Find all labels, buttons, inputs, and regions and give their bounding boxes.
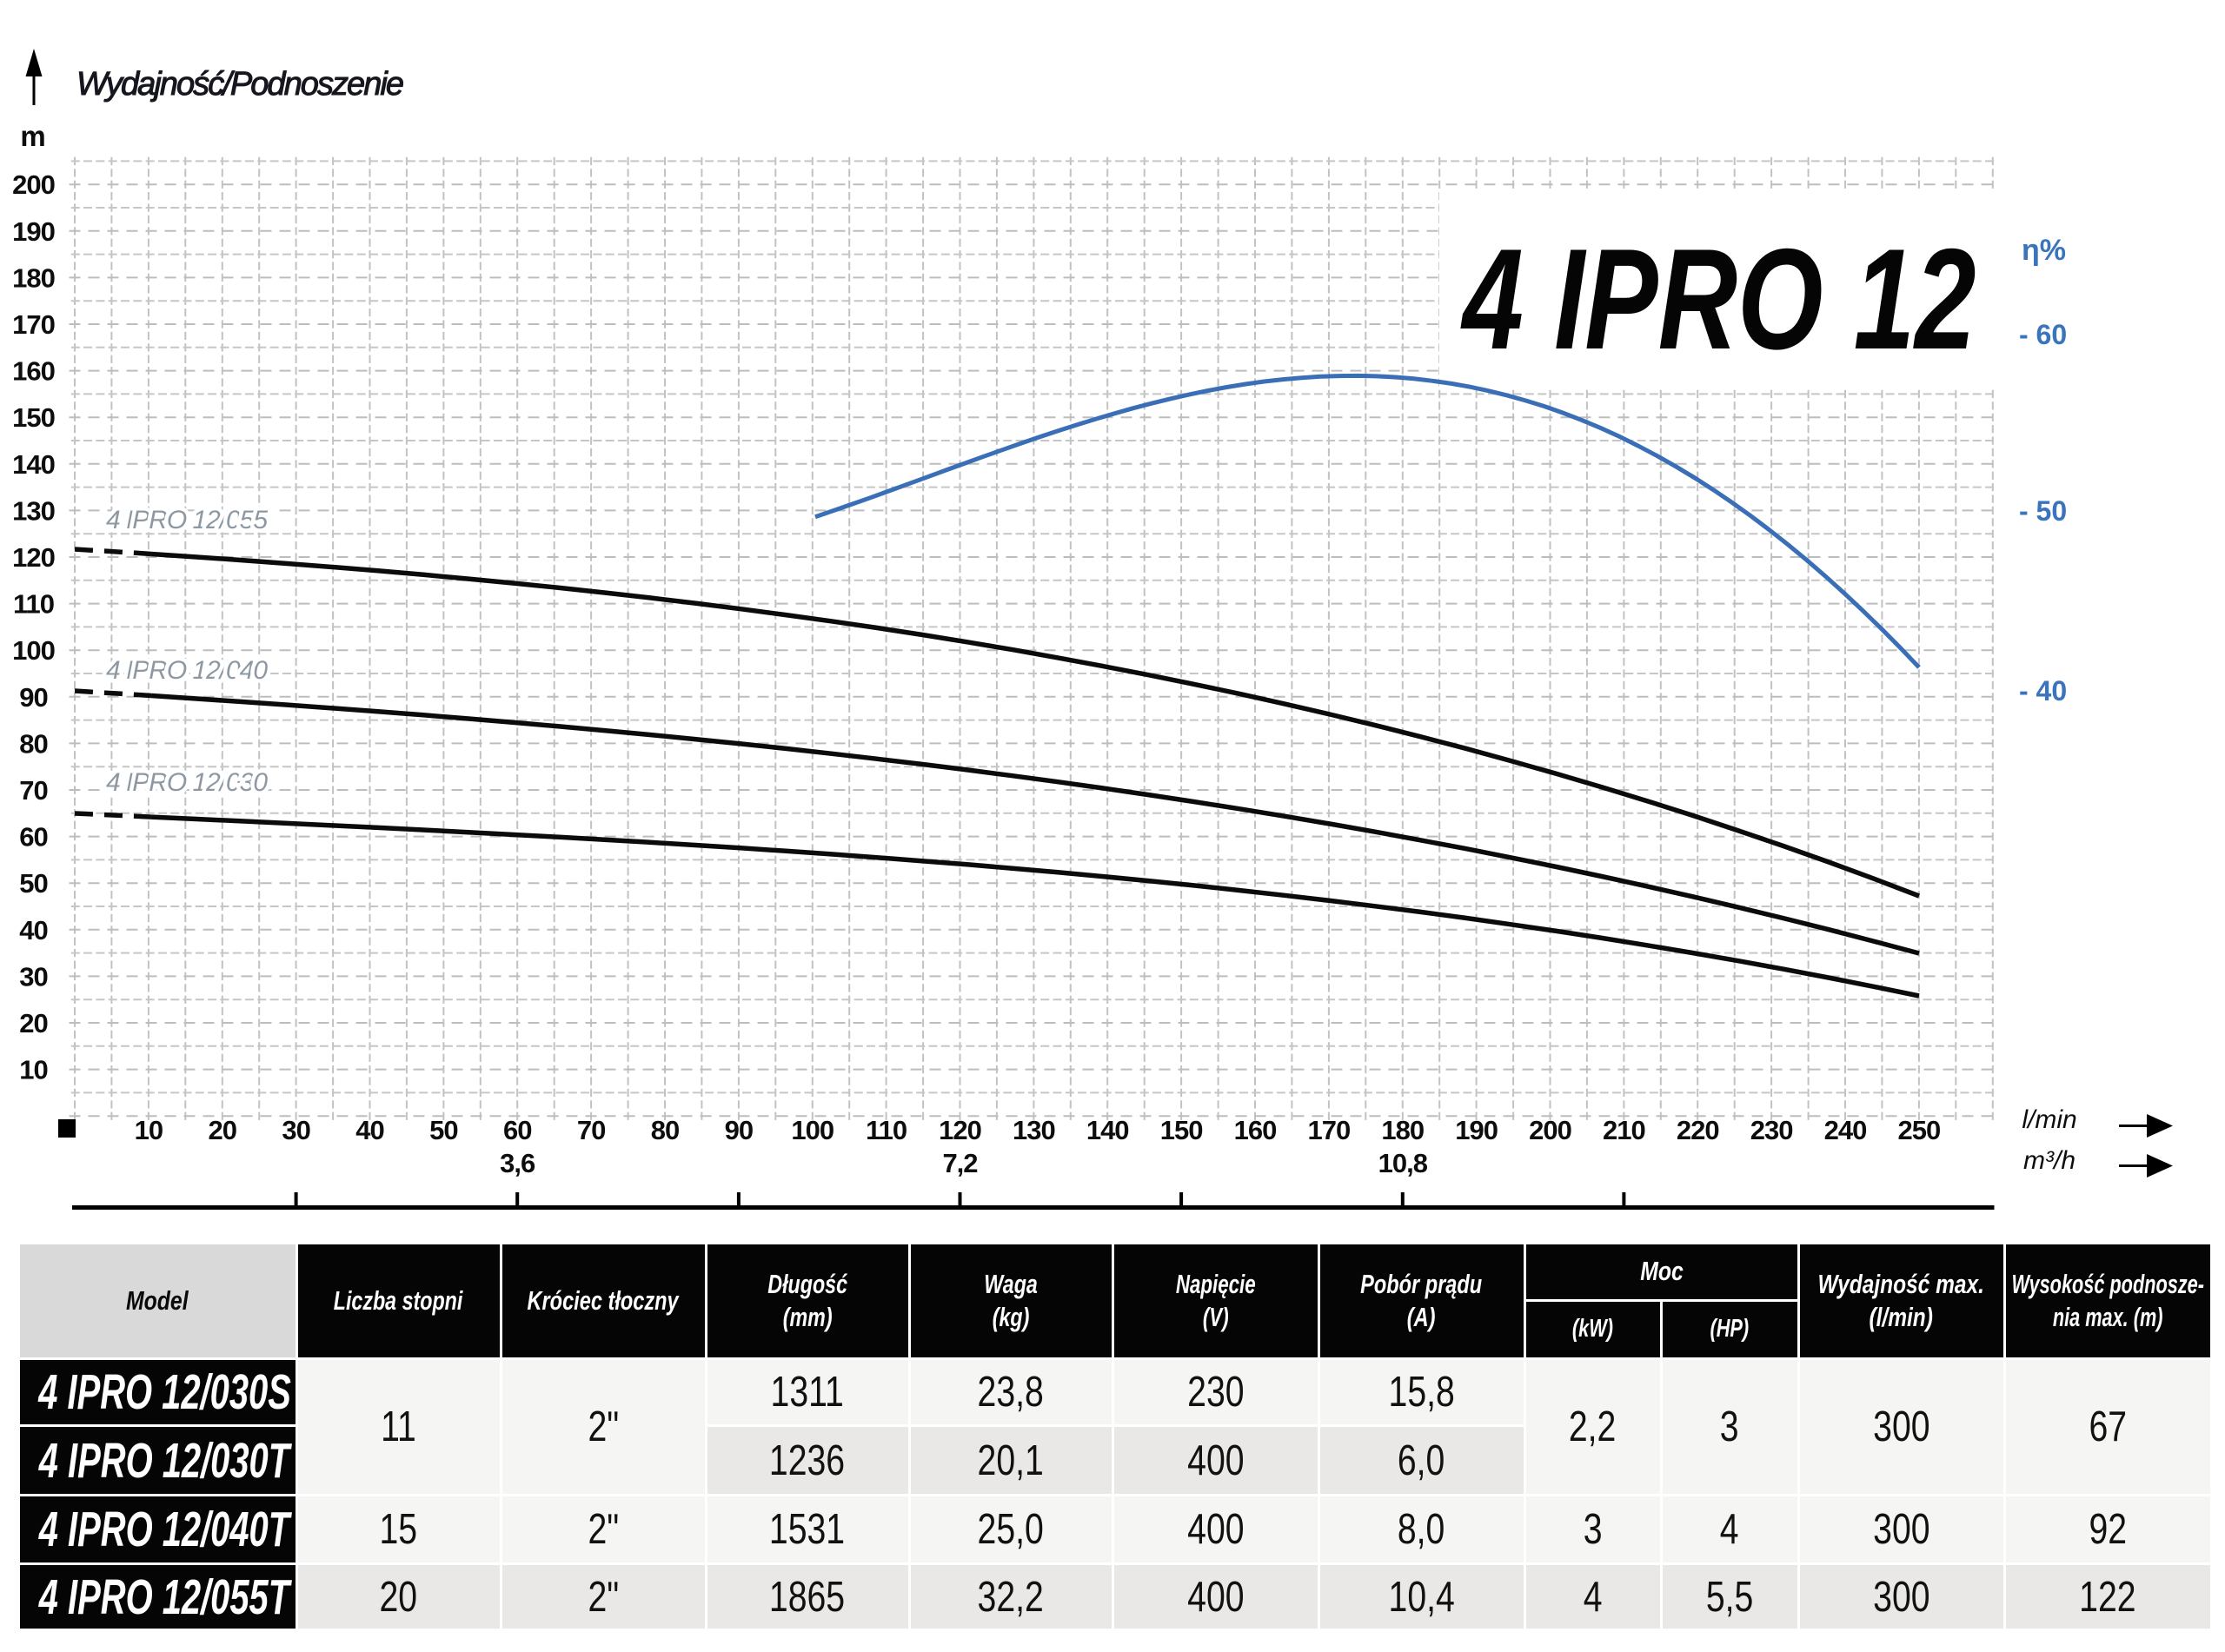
svg-text:70: 70 [577,1115,605,1145]
svg-text:140: 140 [12,449,55,480]
svg-text:60: 60 [503,1115,531,1145]
svg-text:120: 120 [12,542,55,573]
svg-text:90: 90 [19,682,47,713]
svg-text:Wydajność/Podnoszenie: Wydajność/Podnoszenie [76,66,404,103]
svg-text:- 40: - 40 [2019,675,2067,707]
svg-text:190: 190 [1455,1115,1498,1145]
svg-text:- 60: - 60 [2019,319,2067,350]
svg-text:η%: η% [2022,234,2066,267]
svg-text:60: 60 [19,822,47,853]
svg-text:4 IPRO 12/030: 4 IPRO 12/030 [106,768,268,797]
svg-text:250: 250 [1898,1115,1941,1145]
svg-text:110: 110 [866,1115,907,1145]
svg-text:130: 130 [1013,1115,1055,1145]
svg-text:170: 170 [12,309,55,340]
svg-text:190: 190 [12,216,55,247]
svg-text:3,6: 3,6 [500,1148,535,1178]
svg-text:90: 90 [725,1115,753,1145]
svg-text:120: 120 [939,1115,981,1145]
svg-text:200: 200 [1529,1115,1571,1145]
svg-text:10: 10 [135,1115,163,1145]
svg-text:220: 220 [1677,1115,1719,1145]
svg-text:20: 20 [19,1008,47,1038]
svg-text:4 IPRO 12/055: 4 IPRO 12/055 [106,506,268,534]
svg-text:130: 130 [12,495,55,526]
svg-text:80: 80 [651,1115,679,1145]
svg-text:100: 100 [12,635,55,666]
svg-text:10,8: 10,8 [1378,1148,1428,1178]
svg-text:240: 240 [1824,1115,1867,1145]
svg-text:150: 150 [1160,1115,1203,1145]
svg-text:4 IPRO 12/040: 4 IPRO 12/040 [106,656,268,685]
svg-text:140: 140 [1086,1115,1129,1145]
svg-text:210: 210 [1603,1115,1645,1145]
svg-text:40: 40 [19,915,47,945]
svg-text:100: 100 [791,1115,834,1145]
svg-text:230: 230 [1750,1115,1793,1145]
svg-text:70: 70 [19,775,47,806]
svg-text:170: 170 [1308,1115,1351,1145]
svg-text:110: 110 [13,589,54,620]
svg-text:50: 50 [19,868,47,899]
svg-text:50: 50 [429,1115,457,1145]
svg-text:40: 40 [355,1115,383,1145]
svg-text:10: 10 [19,1055,47,1085]
svg-text:160: 160 [12,356,55,387]
svg-text:20: 20 [209,1115,236,1145]
svg-text:m³/h: m³/h [2023,1146,2076,1175]
svg-text:150: 150 [12,402,55,433]
svg-text:l/min: l/min [2022,1105,2076,1134]
svg-text:180: 180 [1381,1115,1424,1145]
svg-text:- 50: - 50 [2019,495,2067,527]
svg-text:30: 30 [282,1115,309,1145]
svg-text:80: 80 [19,728,47,759]
svg-text:180: 180 [12,262,55,293]
svg-text:30: 30 [19,961,47,992]
svg-text:160: 160 [1234,1115,1277,1145]
svg-text:7,2: 7,2 [942,1148,977,1178]
svg-text:200: 200 [12,169,55,200]
svg-text:m: m [20,120,45,152]
svg-text:4 IPRO 12: 4 IPRO 12 [1460,219,1976,379]
